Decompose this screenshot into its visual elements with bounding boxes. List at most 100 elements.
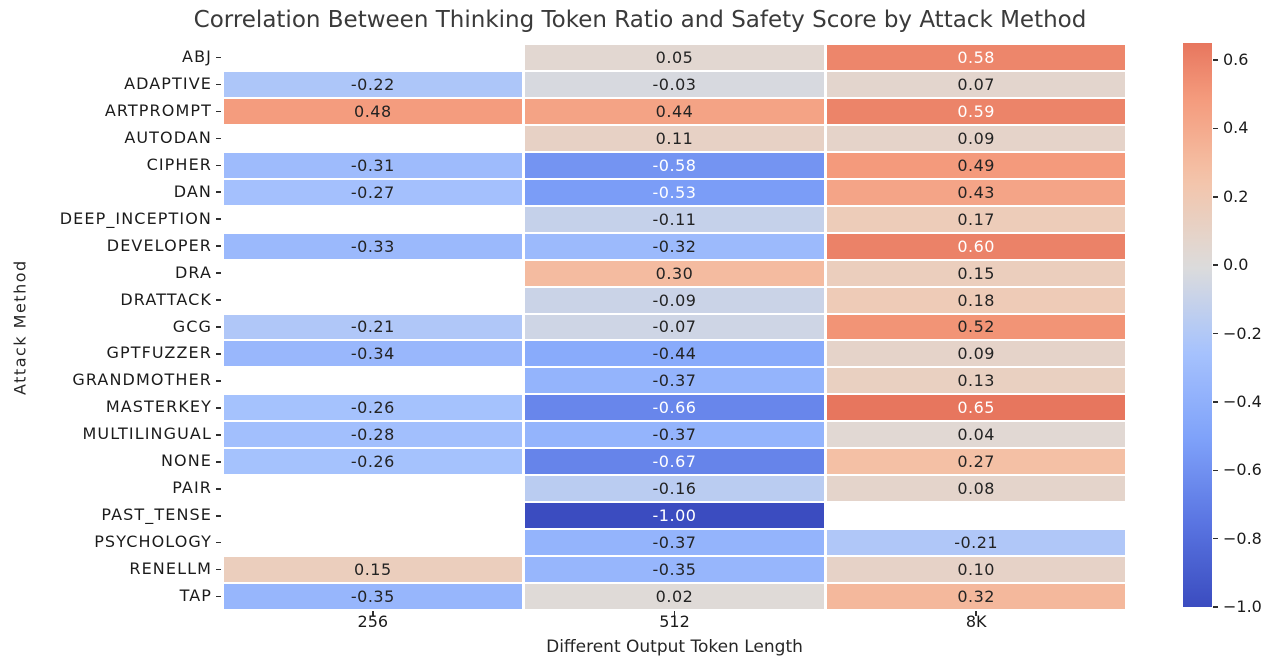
heatmap-cell: 0.52 — [826, 314, 1126, 340]
colorbar-tick-mark — [1213, 401, 1218, 403]
heatmap-cell: 0.09 — [826, 341, 1126, 367]
y-tick-label: MULTILINGUAL — [82, 424, 212, 444]
heatmap-cell: 0.07 — [826, 71, 1126, 97]
colorbar-tick-mark — [1213, 264, 1218, 267]
heatmap-cell: -0.37 — [525, 422, 824, 448]
y-tick-label: DEEP_INCEPTION — [59, 208, 212, 228]
heatmap-cell: -0.33 — [223, 233, 523, 259]
y-tick-label: ABJ — [182, 47, 212, 66]
heatmap-cell: -0.16 — [525, 476, 824, 502]
heatmap-cell: -0.66 — [525, 395, 824, 421]
y-tick-mark — [216, 407, 221, 409]
colorbar-tick-mark — [1213, 469, 1218, 472]
y-tick-mark — [216, 568, 221, 571]
y-tick-label: ADAPTIVE — [124, 73, 212, 93]
y-tick-label: NONE — [160, 451, 212, 471]
x-tick-mark — [372, 611, 374, 616]
heatmap-cell: -0.67 — [525, 449, 824, 475]
heatmap-cell: 0.44 — [525, 98, 824, 124]
heatmap-cell: -0.09 — [525, 287, 824, 313]
colorbar-tick-label: 0.0 — [1223, 255, 1249, 275]
heatmap-cell: 0.02 — [525, 584, 824, 609]
heatmap-cell: -0.26 — [223, 449, 523, 475]
heatmap-cell: 0.30 — [525, 260, 824, 286]
heatmap-cell: 0.43 — [826, 179, 1126, 205]
y-tick-label: TAP — [179, 586, 212, 606]
y-tick-mark — [216, 541, 221, 544]
y-tick-mark — [216, 137, 221, 140]
y-tick-mark — [216, 56, 221, 59]
x-tick-label: 256 — [357, 612, 389, 631]
y-tick-mark — [216, 299, 221, 301]
heatmap-cell: 0.15 — [223, 557, 523, 583]
heatmap-cell: -0.53 — [525, 179, 824, 205]
heatmap-cell: 0.49 — [826, 152, 1126, 178]
colorbar-tick-label: −0.2 — [1223, 323, 1262, 343]
y-tick-label: PSYCHOLOGY — [94, 532, 212, 552]
heatmap-cell: -0.22 — [223, 71, 523, 97]
heatmap-cell: -0.58 — [525, 152, 824, 178]
heatmap-cell: -0.21 — [223, 314, 523, 340]
heatmap-cell: 0.27 — [826, 449, 1126, 475]
y-tick-mark — [216, 110, 221, 113]
y-tick-mark — [216, 353, 221, 355]
colorbar-tick-label: −0.4 — [1223, 391, 1262, 411]
heatmap-cell: -0.37 — [525, 530, 824, 556]
y-tick-mark — [216, 191, 221, 194]
heatmap-cell: -0.07 — [525, 314, 824, 340]
y-tick-mark — [216, 434, 221, 436]
y-tick-label: RENELLM — [129, 559, 212, 579]
x-tick-mark — [975, 611, 977, 616]
y-tick-label: CIPHER — [146, 154, 212, 174]
heatmap-cell: 0.08 — [826, 476, 1126, 502]
y-tick-label: PAST_TENSE — [101, 505, 212, 525]
heatmap-cell: -0.11 — [525, 206, 824, 232]
colorbar-tick-mark — [1213, 127, 1218, 130]
colorbar-tick-mark — [1213, 606, 1218, 608]
heatmap-cell: 0.09 — [826, 125, 1126, 151]
y-tick-label: PAIR — [172, 478, 212, 498]
y-tick-mark — [216, 514, 221, 517]
y-tick-mark — [216, 461, 221, 463]
heatmap-cell: 0.58 — [826, 45, 1126, 70]
heatmap-cell: -0.28 — [223, 422, 523, 448]
y-tick-mark — [216, 218, 221, 221]
colorbar-tick-label: −0.6 — [1223, 460, 1262, 480]
y-tick-mark — [216, 164, 221, 167]
heatmap-cell: 0.04 — [826, 422, 1126, 448]
x-tick-mark — [673, 611, 676, 616]
y-tick-label: GCG — [172, 316, 212, 336]
heatmap-cell: 0.17 — [826, 206, 1126, 232]
heatmap-cell: 0.60 — [826, 233, 1126, 259]
heatmap-cell: 0.10 — [826, 557, 1126, 583]
heatmap-cell: -0.21 — [826, 530, 1126, 556]
colorbar-tick-label: −0.8 — [1223, 528, 1262, 548]
colorbar-tick-mark — [1213, 537, 1218, 540]
y-tick-mark — [216, 595, 221, 598]
colorbar-tick-label: 0.6 — [1223, 50, 1249, 70]
heatmap-cell: -1.00 — [525, 503, 824, 529]
heatmap-cell: -0.26 — [223, 395, 523, 421]
heatmap-cell: 0.05 — [525, 45, 824, 70]
heatmap-cell: -0.44 — [525, 341, 824, 367]
heatmap-cell: -0.03 — [525, 71, 824, 97]
y-tick-label: MASTERKEY — [105, 397, 212, 417]
heatmap-cell: 0.15 — [826, 260, 1126, 286]
heatmap-cell: 0.32 — [826, 584, 1126, 609]
y-tick-label: DEVELOPER — [106, 235, 212, 255]
x-tick-label: 8K — [965, 612, 987, 631]
colorbar-tick-label: 0.2 — [1223, 186, 1249, 206]
x-axis-label: Different Output Token Length — [546, 637, 803, 657]
y-tick-label: GRANDMOTHER — [72, 370, 212, 390]
heatmap-cell: -0.35 — [525, 557, 824, 583]
y-tick-mark — [216, 272, 221, 274]
y-tick-label: DRATTACK — [120, 289, 212, 309]
colorbar-tick-label: 0.4 — [1223, 118, 1249, 138]
y-tick-label: ARTPROMPT — [104, 100, 212, 120]
heatmap-cell: 0.11 — [525, 125, 824, 151]
y-tick-mark — [216, 487, 221, 490]
heatmap-cell: 0.13 — [826, 368, 1126, 394]
colorbar-tick-label: −1.0 — [1223, 597, 1262, 616]
heatmap-cell: 0.18 — [826, 287, 1126, 313]
